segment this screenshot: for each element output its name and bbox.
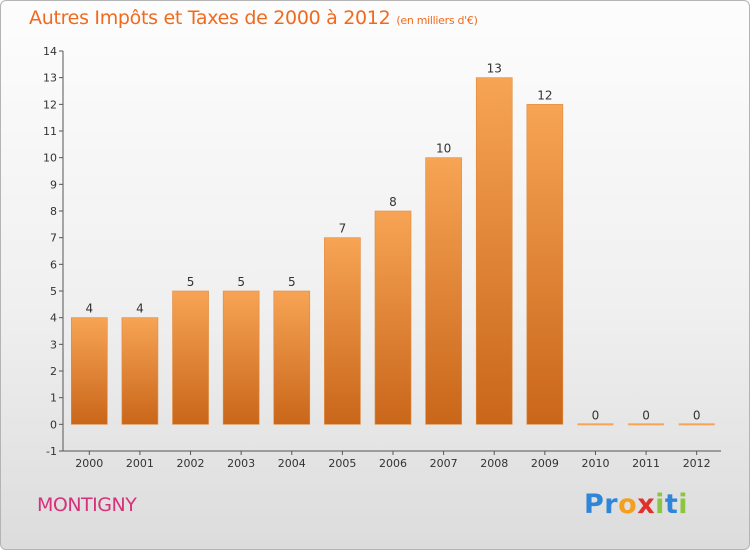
y-tick-label: 4 xyxy=(50,312,57,325)
y-tick-label: 3 xyxy=(50,338,57,351)
logo-letter: i xyxy=(678,489,689,520)
logo-letter: t xyxy=(664,489,679,520)
y-tick-label: 6 xyxy=(50,258,57,271)
y-tick-label: 9 xyxy=(50,178,57,191)
logo-letter: r xyxy=(604,489,619,520)
x-tick-label-2001: 2001 xyxy=(126,457,154,470)
bar-2002 xyxy=(172,290,209,425)
y-tick-label: 10 xyxy=(43,152,57,165)
x-tick-label-2000: 2000 xyxy=(75,457,103,470)
y-tick-label: 14 xyxy=(43,45,57,58)
y-tick-label: 0 xyxy=(50,418,57,431)
x-tick-label-2008: 2008 xyxy=(480,457,508,470)
x-tick-label-2006: 2006 xyxy=(379,457,407,470)
chart-title: Autres Impôts et Taxes de 2000 à 2012 (en… xyxy=(29,7,478,29)
bar-2010 xyxy=(577,423,614,426)
y-tick-label: 2 xyxy=(50,365,57,378)
data-label-2010: 0 xyxy=(592,408,600,422)
bars-group xyxy=(71,77,715,426)
x-tick-label-2004: 2004 xyxy=(278,457,306,470)
y-tick-label: -1 xyxy=(46,445,57,458)
x-tick-label-2009: 2009 xyxy=(531,457,559,470)
bar-2006 xyxy=(374,210,412,425)
logo-letter: o xyxy=(618,489,638,520)
bar-2005 xyxy=(324,237,361,425)
proxiti-logo[interactable]: Proxiti xyxy=(584,489,688,520)
logo-letter: P xyxy=(584,489,605,520)
y-tick-label: 8 xyxy=(50,205,57,218)
y-tick-label: 7 xyxy=(50,232,57,245)
data-label-2006: 8 xyxy=(389,195,397,209)
commune-name: MONTIGNY xyxy=(37,494,137,516)
y-tick-label: 1 xyxy=(50,392,57,405)
bar-2000 xyxy=(71,317,108,425)
data-label-2011: 0 xyxy=(642,408,650,422)
data-label-2007: 10 xyxy=(436,142,451,156)
x-tick-label-2007: 2007 xyxy=(430,457,458,470)
x-tick-label-2003: 2003 xyxy=(227,457,255,470)
x-tick-label-2002: 2002 xyxy=(177,457,205,470)
data-label-2004: 5 xyxy=(288,275,296,289)
chart-unit-label: (en milliers d'€) xyxy=(396,14,478,27)
y-tick-label: 12 xyxy=(43,98,57,111)
bar-2011 xyxy=(628,423,665,426)
bar-2008 xyxy=(475,77,513,425)
data-label-2003: 5 xyxy=(237,275,245,289)
x-tick-label-2010: 2010 xyxy=(581,457,609,470)
x-tick-label-2011: 2011 xyxy=(632,457,660,470)
bar-2003 xyxy=(222,290,260,425)
data-label-2008: 13 xyxy=(487,62,502,76)
x-tick-label-2005: 2005 xyxy=(328,457,356,470)
data-label-2012: 0 xyxy=(693,408,701,422)
logo-letter: i xyxy=(655,489,665,520)
y-tick-label: 13 xyxy=(43,72,57,85)
data-label-2005: 7 xyxy=(339,222,347,236)
x-tick-label-2012: 2012 xyxy=(683,457,711,470)
data-label-2001: 4 xyxy=(136,302,144,316)
labels-group: 4 2000 4 2001 5 2002 5 2003 5 2004 7 2005 8 2006 10 200… xyxy=(75,62,710,470)
bar-2007 xyxy=(425,157,462,425)
logo-letter: x xyxy=(637,489,656,520)
chart-title-text: Autres Impôts et Taxes de 2000 à 2012 xyxy=(29,7,391,29)
bar-2009 xyxy=(526,104,564,425)
data-label-2002: 5 xyxy=(187,275,195,289)
y-tick-label: 5 xyxy=(50,285,57,298)
y-tick-label: 11 xyxy=(43,125,57,138)
data-label-2000: 4 xyxy=(85,302,93,316)
bar-2001 xyxy=(121,317,159,425)
bar-2012 xyxy=(678,423,715,426)
data-label-2009: 12 xyxy=(537,88,552,102)
bar-2004 xyxy=(273,290,311,425)
